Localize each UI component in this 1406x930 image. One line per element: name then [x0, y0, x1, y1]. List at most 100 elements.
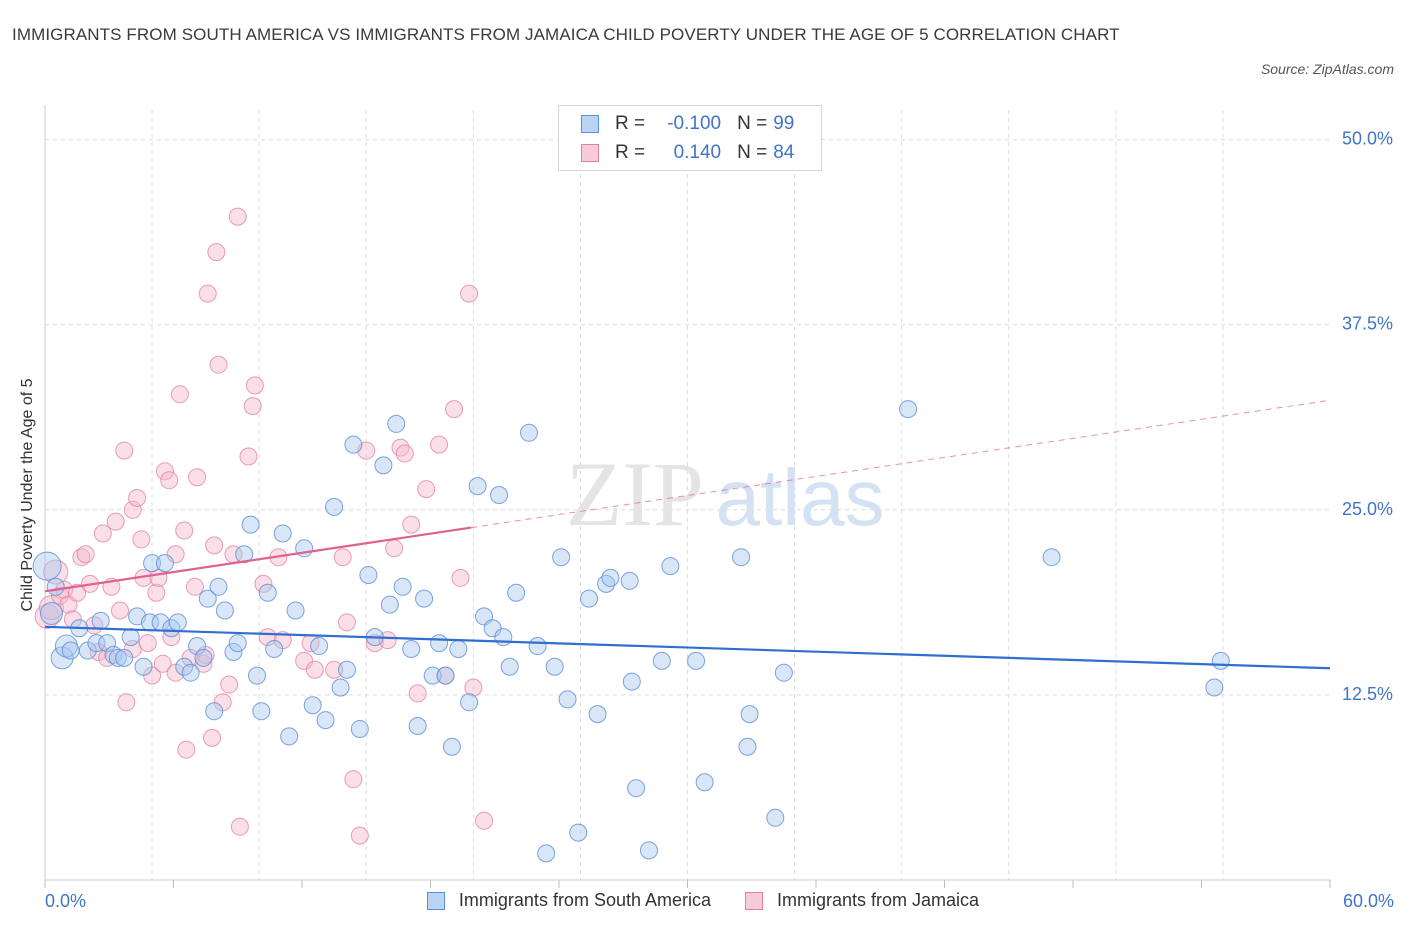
south-america-point[interactable]	[408, 717, 427, 735]
jamaica-point[interactable]	[445, 400, 464, 419]
south-america-point[interactable]	[331, 678, 350, 697]
south-america-point[interactable]	[732, 548, 751, 567]
south-america-point[interactable]	[168, 613, 187, 632]
south-america-point[interactable]	[215, 601, 234, 620]
south-america-point[interactable]	[61, 641, 80, 660]
south-america-point[interactable]	[588, 705, 607, 724]
jamaica-point[interactable]	[205, 536, 224, 555]
jamaica-point[interactable]	[110, 601, 129, 620]
jamaica-point[interactable]	[170, 385, 189, 404]
jamaica-point[interactable]	[198, 284, 217, 303]
south-america-point[interactable]	[205, 702, 224, 721]
jamaica-point[interactable]	[408, 684, 427, 703]
jamaica-point[interactable]	[153, 654, 172, 673]
jamaica-point[interactable]	[245, 376, 264, 395]
south-america-point[interactable]	[337, 660, 356, 679]
south-america-point[interactable]	[273, 524, 292, 543]
south-america-point[interactable]	[393, 577, 412, 596]
jamaica-point[interactable]	[402, 515, 421, 534]
south-america-point[interactable]	[387, 414, 406, 433]
south-america-point[interactable]	[500, 657, 519, 676]
jamaica-point[interactable]	[325, 660, 344, 679]
south-america-point[interactable]	[134, 657, 153, 676]
south-america-point[interactable]	[374, 456, 393, 475]
jamaica-point[interactable]	[417, 480, 436, 499]
south-america-point[interactable]	[359, 565, 378, 584]
jamaica-point[interactable]	[230, 817, 249, 836]
south-america-point[interactable]	[87, 634, 106, 653]
south-america-point[interactable]	[402, 640, 421, 658]
legend-item-jamaica[interactable]: Immigrants from Jamaica	[745, 890, 979, 911]
jamaica-point[interactable]	[475, 811, 494, 830]
south-america-point[interactable]	[115, 648, 134, 667]
jamaica-point[interactable]	[333, 548, 352, 567]
south-america-point[interactable]	[252, 702, 271, 721]
jamaica-point[interactable]	[203, 728, 222, 747]
jamaica-point[interactable]	[344, 770, 363, 789]
south-america-point[interactable]	[899, 400, 918, 419]
south-america-point[interactable]	[460, 693, 479, 712]
jamaica-point[interactable]	[115, 441, 134, 460]
south-america-point[interactable]	[695, 773, 714, 792]
south-america-point[interactable]	[1205, 678, 1224, 697]
jamaica-point[interactable]	[385, 539, 404, 558]
south-america-point[interactable]	[344, 435, 363, 454]
south-america-point[interactable]	[155, 554, 174, 573]
jamaica-point[interactable]	[460, 284, 479, 303]
jamaica-point[interactable]	[451, 568, 470, 587]
south-america-point[interactable]	[449, 640, 468, 658]
south-america-point[interactable]	[188, 637, 207, 656]
south-america-point[interactable]	[380, 595, 399, 614]
south-america-point[interactable]	[91, 611, 110, 630]
south-america-point[interactable]	[241, 515, 260, 534]
south-america-point[interactable]	[235, 545, 254, 564]
jamaica-point[interactable]	[185, 577, 204, 596]
south-america-point[interactable]	[350, 719, 369, 738]
jamaica-point[interactable]	[123, 500, 142, 519]
jamaica-point[interactable]	[337, 613, 356, 632]
south-america-point[interactable]	[265, 640, 284, 658]
south-america-point[interactable]	[436, 666, 455, 685]
south-america-point[interactable]	[528, 637, 547, 656]
jamaica-point[interactable]	[138, 634, 157, 653]
jamaica-point[interactable]	[295, 651, 314, 670]
jamaica-point[interactable]	[430, 435, 449, 454]
jamaica-point[interactable]	[350, 826, 369, 845]
south-america-point[interactable]	[209, 577, 228, 596]
south-america-point[interactable]	[258, 583, 277, 602]
jamaica-point[interactable]	[93, 524, 112, 543]
jamaica-point[interactable]	[239, 447, 258, 466]
south-america-point[interactable]	[579, 589, 598, 608]
south-america-point[interactable]	[303, 696, 322, 715]
south-america-point[interactable]	[622, 672, 641, 691]
legend-item-south-america[interactable]: Immigrants from South America	[426, 890, 711, 911]
south-america-point[interactable]	[224, 642, 243, 661]
south-america-point[interactable]	[468, 477, 487, 496]
south-america-point[interactable]	[198, 589, 217, 608]
south-america-point[interactable]	[442, 737, 461, 756]
jamaica-point[interactable]	[155, 462, 174, 481]
jamaica-point[interactable]	[68, 583, 87, 602]
south-america-point[interactable]	[652, 651, 671, 670]
south-america-point[interactable]	[143, 554, 162, 573]
south-america-point[interactable]	[774, 663, 793, 682]
jamaica-point[interactable]	[305, 660, 324, 679]
south-america-point[interactable]	[738, 737, 757, 756]
south-america-point[interactable]	[50, 646, 74, 670]
south-america-point[interactable]	[639, 841, 658, 860]
jamaica-point[interactable]	[207, 243, 226, 262]
jamaica-point[interactable]	[220, 675, 239, 694]
jamaica-point[interactable]	[166, 545, 185, 564]
jamaica-point[interactable]	[188, 468, 207, 487]
south-america-point[interactable]	[121, 628, 140, 647]
south-america-point[interactable]	[601, 568, 620, 587]
south-america-point[interactable]	[310, 637, 329, 656]
jamaica-point[interactable]	[147, 583, 166, 602]
jamaica-point[interactable]	[43, 559, 69, 585]
south-america-point[interactable]	[627, 779, 646, 798]
south-america-point[interactable]	[228, 634, 247, 653]
south-america-point[interactable]	[194, 648, 213, 667]
south-america-point[interactable]	[1211, 651, 1230, 670]
south-america-point[interactable]	[415, 589, 434, 608]
jamaica-point[interactable]	[175, 521, 194, 540]
